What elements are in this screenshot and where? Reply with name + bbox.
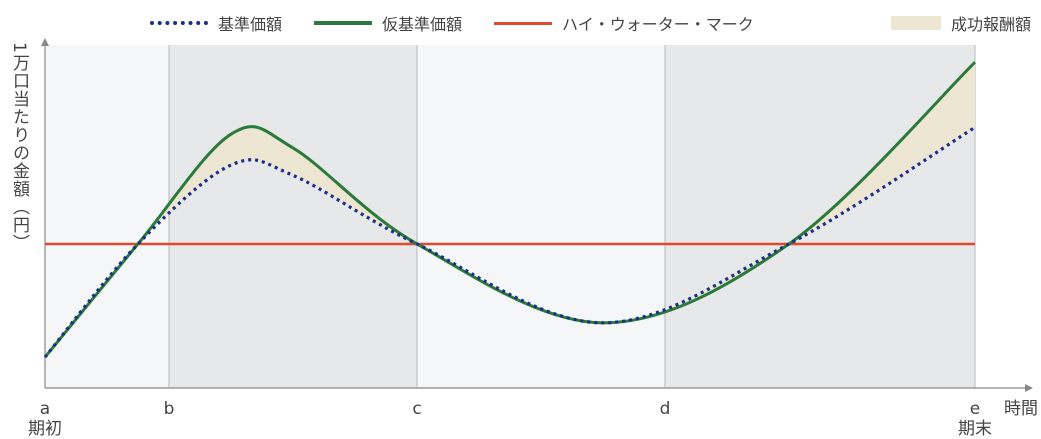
legend-item-high-water-mark: ハイ・ウォーター・マーク [494,11,754,35]
legend-label: 成功報酬額 [950,15,1031,34]
x-tick-label: d [660,399,671,419]
legend: 基準価額 仮基準価額 ハイ・ウォーター・マーク 成功報酬額 [150,10,1031,36]
x-tick-label: c [412,399,421,419]
legend-label: 基準価額 [218,15,283,34]
legend-item-provisional-nav: 仮基準価額 [314,11,462,35]
x-tick-label: a [40,399,50,419]
legend-label: 仮基準価額 [382,15,463,34]
legend-label: ハイ・ウォーター・マーク [562,15,754,34]
legend-item-performance-fee: 成功報酬額 [890,11,1031,35]
x-tick-label: b [164,399,175,419]
shaded-period [169,45,417,388]
legend-swatch-green [314,21,373,25]
base-nav-line [43,125,976,359]
legend-swatch-red [494,21,553,25]
y-axis-arrow [41,38,49,46]
legend-swatch-fill [890,16,941,30]
x-tick-sublabel: 期初 [28,419,62,439]
x-tick-sublabel: 期末 [958,419,992,439]
legend-item-base-nav: 基準価額 [150,11,282,35]
y-axis-label: 1万口当たりの金額（円） [9,42,29,252]
shaded-period [665,45,975,388]
x-tick-label: e [970,399,980,419]
legend-swatch-dotted [150,21,208,25]
x-axis-arrow [1025,384,1033,392]
x-axis-label: 時間 [1004,399,1038,419]
